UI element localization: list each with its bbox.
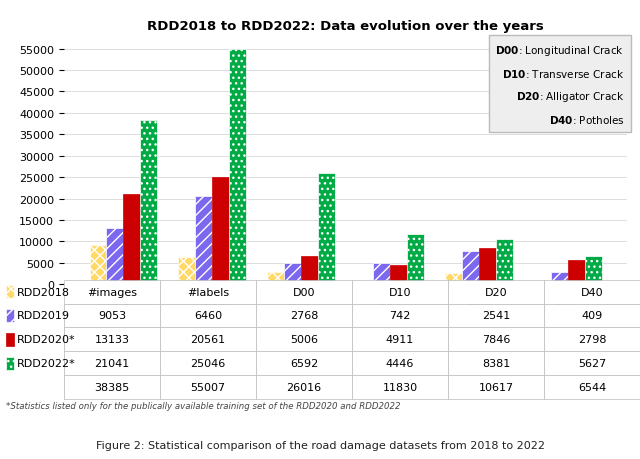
Text: Figure 2: Statistical comparison of the road damage datasets from 2018 to 2022: Figure 2: Statistical comparison of the … bbox=[95, 440, 545, 450]
Bar bbox=[106, 229, 124, 285]
Bar bbox=[90, 246, 106, 285]
Bar bbox=[301, 257, 318, 285]
Bar bbox=[534, 283, 551, 285]
Text: RDD2018: RDD2018 bbox=[17, 287, 70, 297]
Text: *Statistics listed only for the publically available training set of the RDD2020: *Statistics listed only for the publical… bbox=[6, 402, 401, 411]
FancyBboxPatch shape bbox=[6, 285, 14, 298]
Bar bbox=[585, 257, 602, 285]
Bar bbox=[268, 273, 284, 285]
Bar bbox=[140, 121, 157, 285]
Bar bbox=[496, 239, 513, 285]
Bar bbox=[462, 251, 479, 285]
FancyBboxPatch shape bbox=[6, 309, 14, 322]
Bar bbox=[373, 263, 390, 285]
Text: $\mathbf{D00}$: Longitudinal Crack
$\mathbf{D10}$: Transverse Crack
$\mathbf{D20: $\mathbf{D00}$: Longitudinal Crack $\mat… bbox=[495, 44, 625, 126]
Bar bbox=[318, 174, 335, 285]
Bar bbox=[568, 261, 585, 285]
Text: RDD2022*: RDD2022* bbox=[17, 358, 76, 369]
Title: RDD2018 to RDD2022: Data evolution over the years: RDD2018 to RDD2022: Data evolution over … bbox=[147, 20, 544, 33]
Bar bbox=[212, 178, 229, 285]
Text: RDD2020*: RDD2020* bbox=[17, 335, 76, 345]
Bar bbox=[390, 266, 407, 285]
Bar bbox=[551, 273, 568, 285]
Bar bbox=[284, 263, 301, 285]
Bar bbox=[195, 197, 212, 285]
Bar bbox=[445, 274, 462, 285]
FancyBboxPatch shape bbox=[6, 357, 14, 370]
Bar bbox=[124, 195, 140, 285]
Text: RDD2019: RDD2019 bbox=[17, 311, 70, 321]
Bar bbox=[479, 249, 496, 285]
Bar bbox=[179, 257, 195, 285]
Bar bbox=[356, 281, 373, 285]
Bar bbox=[229, 50, 246, 285]
FancyBboxPatch shape bbox=[6, 333, 14, 346]
Bar bbox=[407, 234, 424, 285]
